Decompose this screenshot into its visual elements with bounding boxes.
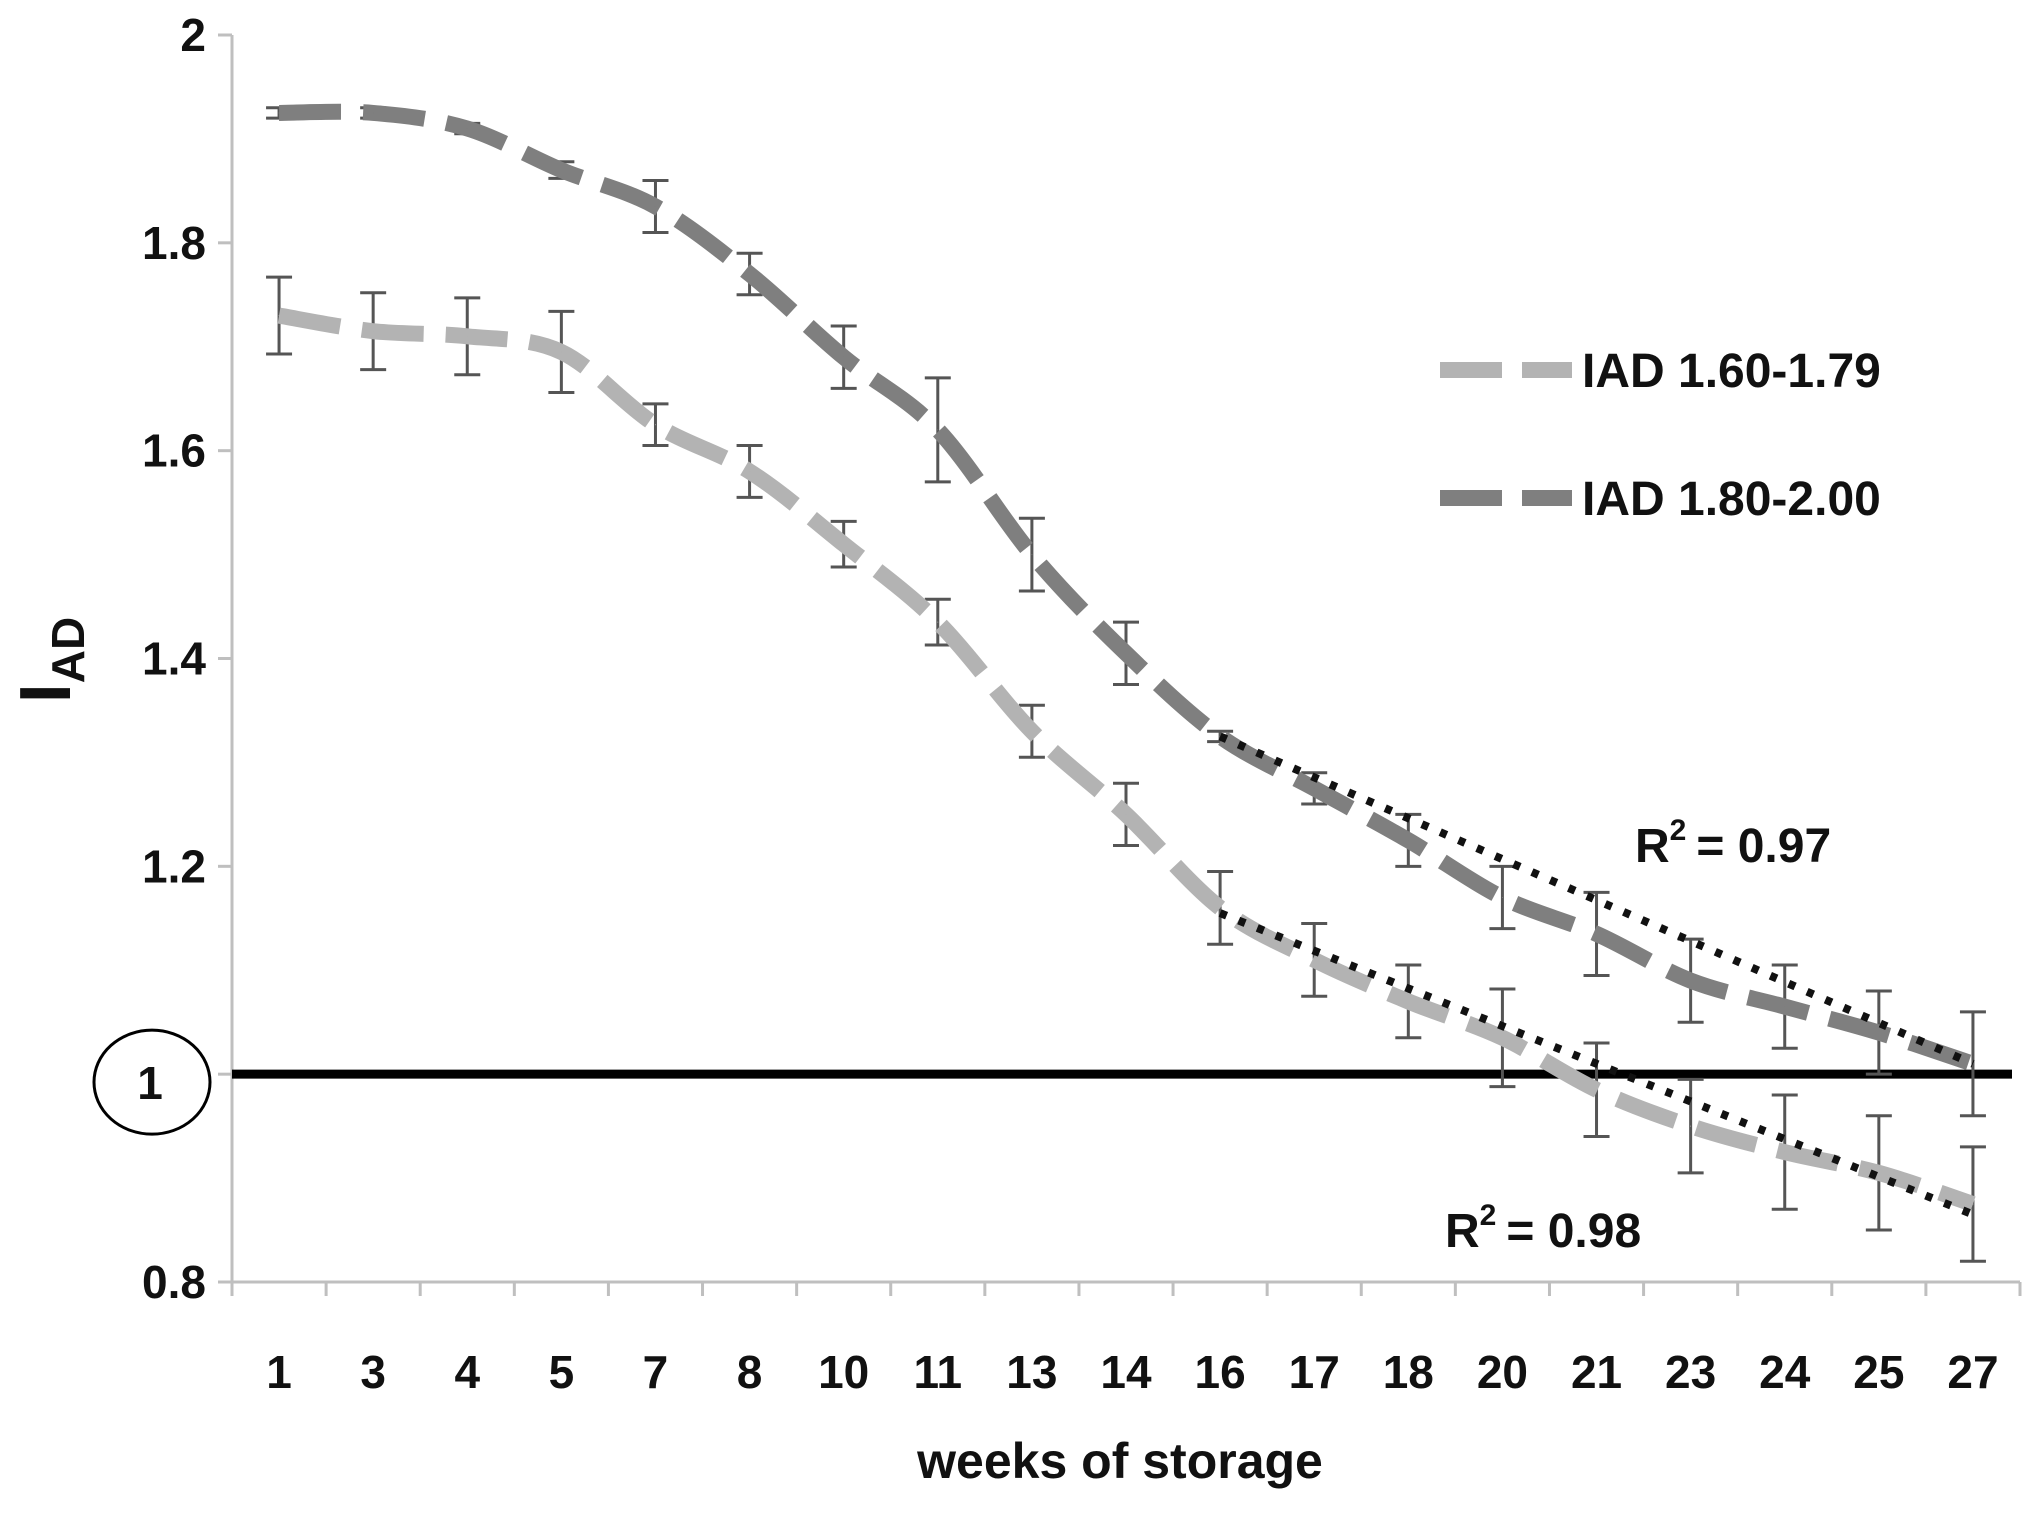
series-point-1 [1501, 1037, 1503, 1039]
series-point-2 [1596, 933, 1598, 935]
series-point-1 [1596, 1089, 1598, 1091]
series-line-1 [277, 307, 1976, 1212]
series-point-2 [466, 128, 468, 130]
y-axis-title-main: I [6, 683, 86, 703]
tick-labels: 0.81.21.41.61.821 3 4 5 7 8 10 11 13 14 16 17 18 20 21… [142, 9, 1998, 1398]
series-point-2 [278, 112, 280, 114]
series-point-2 [1031, 554, 1033, 556]
series-point-1 [1878, 1172, 1880, 1174]
x-tick-label: 14 [1100, 1346, 1152, 1398]
series-point-1 [937, 621, 939, 623]
x-tick-label: 11 [913, 1346, 962, 1398]
r2-sup: 2 [1480, 1199, 1497, 1232]
series-point-2 [843, 356, 845, 358]
x-tick-label: 27 [1947, 1346, 1998, 1398]
r2-value: = 0.97 [1696, 820, 1831, 873]
legend: IAD 1.60-1.79 IAD 1.80-2.00 [1440, 345, 1881, 526]
r2-sup: 2 [1670, 814, 1687, 847]
series-point-1 [372, 330, 374, 332]
r2-prefix: R [1445, 1205, 1480, 1258]
x-tick-label: 24 [1759, 1346, 1811, 1398]
x-tick-label: 5 [549, 1346, 575, 1398]
x-tick-label: 25 [1853, 1346, 1904, 1398]
series-point-2 [937, 429, 939, 431]
series-point-2 [560, 169, 562, 171]
y-tick-label-reference: 1 [137, 1057, 163, 1109]
legend-label-series-1: IAD 1.60-1.79 [1582, 345, 1881, 398]
y-tick-label: 2 [180, 9, 206, 61]
r2-value: = 0.98 [1506, 1205, 1641, 1258]
series-point-1 [843, 543, 845, 545]
reference-circle [92, 1028, 212, 1136]
x-axis-title: weeks of storage [916, 1433, 1323, 1489]
series-point-1 [1690, 1125, 1692, 1127]
error-bars [266, 106, 1986, 1263]
series-point-1 [1407, 1000, 1409, 1002]
y-tick-label: 0.8 [142, 1256, 206, 1308]
series-point-1 [1125, 813, 1127, 815]
trendline-2 [1218, 909, 1975, 1219]
series-point-1 [278, 315, 280, 317]
reference-line-group: 1 [92, 1028, 2012, 1136]
series-point-2 [1501, 897, 1503, 899]
x-tick-label: 17 [1289, 1346, 1340, 1398]
series-point-2 [749, 273, 751, 275]
series-point-2 [1125, 652, 1127, 654]
x-tick-label: 23 [1665, 1346, 1716, 1398]
x-tick-label: 18 [1383, 1346, 1434, 1398]
series-point-1 [1972, 1203, 1974, 1205]
x-tick-label: 8 [737, 1346, 763, 1398]
trendline-1 [1218, 732, 1975, 1068]
series-point-2 [1784, 1006, 1786, 1008]
y-tick-label: 1.4 [142, 633, 206, 685]
series-point-1 [1784, 1151, 1786, 1153]
y-tick-label: 1.6 [142, 425, 206, 477]
series-point-1 [1031, 730, 1033, 732]
series-line-2 [278, 103, 1976, 1072]
axes [218, 33, 2022, 1296]
series-point-2 [1407, 839, 1409, 841]
x-tick-label: 3 [360, 1346, 386, 1398]
series-lines [277, 103, 1976, 1212]
series-point-1 [466, 335, 468, 337]
series-point-2 [1878, 1032, 1880, 1034]
series-point-1 [560, 351, 562, 353]
x-tick-label: 10 [818, 1346, 869, 1398]
legend-label-series-2: IAD 1.80-2.00 [1582, 473, 1881, 526]
y-tick-label: 1.8 [142, 217, 206, 269]
series-point-1 [1219, 907, 1221, 909]
y-axis-title-sub: AD [42, 617, 94, 683]
series-point-1 [749, 470, 751, 472]
x-tick-label: 1 [266, 1346, 292, 1398]
series-point-2 [1313, 787, 1315, 789]
series-point-2 [372, 112, 374, 114]
series-point-1 [654, 424, 656, 426]
r2-prefix: R [1635, 820, 1670, 873]
series-point-2 [654, 205, 656, 207]
series-point-2 [1690, 980, 1692, 982]
r2-label-series-2: R2 = 0.97 [1635, 814, 1831, 873]
trendlines [1218, 732, 1975, 1219]
y-axis-title: IAD [6, 617, 94, 703]
y-tick-label: 1.2 [142, 840, 206, 892]
x-tick-label: 16 [1195, 1346, 1246, 1398]
x-tick-label: 21 [1571, 1346, 1622, 1398]
series-point-1 [1313, 959, 1315, 961]
x-tick-label: 4 [454, 1346, 480, 1398]
x-tick-label: 13 [1006, 1346, 1057, 1398]
x-tick-label: 20 [1477, 1346, 1528, 1398]
r2-label-series-1: R2 = 0.98 [1445, 1199, 1641, 1258]
x-tick-label: 7 [643, 1346, 669, 1398]
